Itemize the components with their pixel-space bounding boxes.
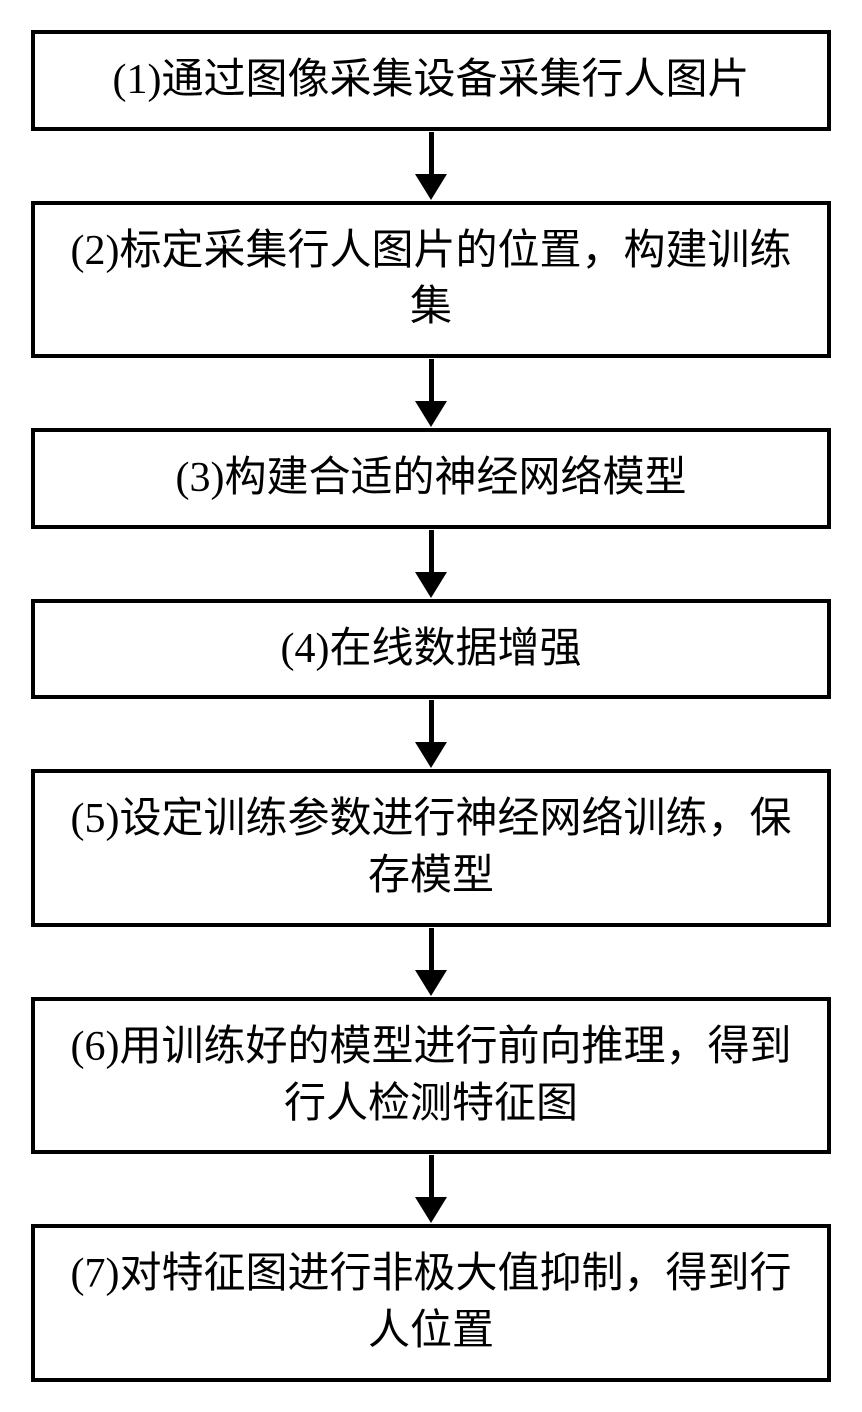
arrow-line <box>429 530 434 572</box>
arrow-icon <box>415 699 447 769</box>
arrow-head-icon <box>415 1197 447 1223</box>
step-text: (3)构建合适的神经网络模型 <box>176 455 687 501</box>
arrow-icon <box>415 1154 447 1224</box>
step-text: (5)设定训练参数进行神经网络训练，保存模型 <box>71 796 792 899</box>
arrow-head-icon <box>415 742 447 768</box>
arrow-icon <box>415 529 447 599</box>
step-box-7: (7)对特征图进行非极大值抑制，得到行人位置 <box>31 1224 831 1381</box>
step-box-3: (3)构建合适的神经网络模型 <box>31 428 831 529</box>
arrow-line <box>429 132 434 174</box>
arrow-icon <box>415 927 447 997</box>
step-box-2: (2)标定采集行人图片的位置，构建训练集 <box>31 201 831 358</box>
step-box-6: (6)用训练好的模型进行前向推理，得到行人检测特征图 <box>31 997 831 1154</box>
arrow-icon <box>415 358 447 428</box>
arrow-line <box>429 700 434 742</box>
arrow-line <box>429 359 434 401</box>
step-box-1: (1)通过图像采集设备采集行人图片 <box>31 30 831 131</box>
step-box-5: (5)设定训练参数进行神经网络训练，保存模型 <box>31 769 831 926</box>
step-text: (2)标定采集行人图片的位置，构建训练集 <box>71 228 792 331</box>
arrow-head-icon <box>415 401 447 427</box>
step-box-4: (4)在线数据增强 <box>31 599 831 700</box>
flowchart-container: (1)通过图像采集设备采集行人图片 (2)标定采集行人图片的位置，构建训练集 (… <box>31 30 831 1382</box>
step-text: (6)用训练好的模型进行前向推理，得到行人检测特征图 <box>71 1024 792 1127</box>
arrow-line <box>429 928 434 970</box>
arrow-head-icon <box>415 970 447 996</box>
arrow-icon <box>415 131 447 201</box>
step-text: (1)通过图像采集设备采集行人图片 <box>113 57 750 103</box>
step-text: (7)对特征图进行非极大值抑制，得到行人位置 <box>71 1251 792 1354</box>
arrow-head-icon <box>415 174 447 200</box>
arrow-head-icon <box>415 572 447 598</box>
step-text: (4)在线数据增强 <box>281 626 582 672</box>
arrow-line <box>429 1155 434 1197</box>
